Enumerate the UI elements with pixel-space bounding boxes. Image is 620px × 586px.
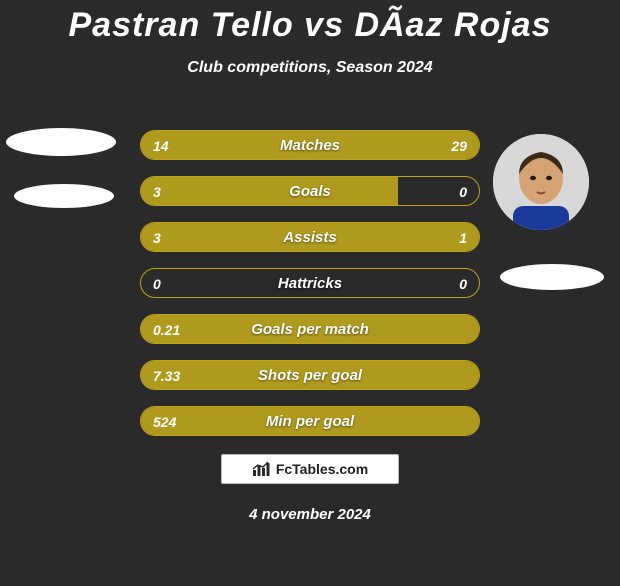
right-player-ellipse [500, 264, 604, 290]
stat-bar-left [141, 407, 479, 435]
comparison-bars: 1429Matches30Goals31Assists00Hattricks0.… [140, 130, 480, 452]
stat-value-right: 0 [447, 269, 479, 298]
stat-value-right [455, 407, 479, 436]
stat-value-left: 524 [141, 407, 188, 436]
page-title: Pastran Tello vs DÃ­az Rojas [0, 6, 620, 45]
stat-value-left: 3 [141, 223, 173, 252]
stat-value-right: 29 [439, 131, 479, 160]
stat-bar-left [141, 223, 395, 251]
stat-label: Hattricks [141, 269, 479, 298]
brand-logo: FcTables.com [221, 454, 399, 484]
subtitle: Club competitions, Season 2024 [0, 59, 620, 77]
stat-value-left: 0 [141, 269, 173, 298]
stat-row: 7.33Shots per goal [140, 360, 480, 390]
stat-value-right [455, 361, 479, 390]
stat-row: 1429Matches [140, 130, 480, 160]
stat-row: 30Goals [140, 176, 480, 206]
stat-row: 524Min per goal [140, 406, 480, 436]
bar-chart-icon [252, 460, 270, 478]
stat-row: 31Assists [140, 222, 480, 252]
left-player-ellipse-2 [14, 184, 114, 208]
stat-value-right: 0 [447, 177, 479, 206]
left-player-ellipse-1 [6, 128, 116, 156]
stat-value-left: 7.33 [141, 361, 192, 390]
stat-value-right: 1 [447, 223, 479, 252]
stat-value-left: 3 [141, 177, 173, 206]
stat-row: 0 0Hattricks [140, 268, 480, 298]
date-text: 4 november 2024 [0, 506, 620, 523]
right-player-avatar [493, 134, 589, 230]
brand-text: FcTables.com [276, 461, 368, 477]
stat-bar-left [141, 177, 398, 205]
stat-value-right [455, 315, 479, 344]
stat-value-left: 14 [141, 131, 181, 160]
stat-row: 0.21Goals per match [140, 314, 480, 344]
stat-value-left: 0.21 [141, 315, 192, 344]
avatar-face-icon [493, 134, 589, 230]
